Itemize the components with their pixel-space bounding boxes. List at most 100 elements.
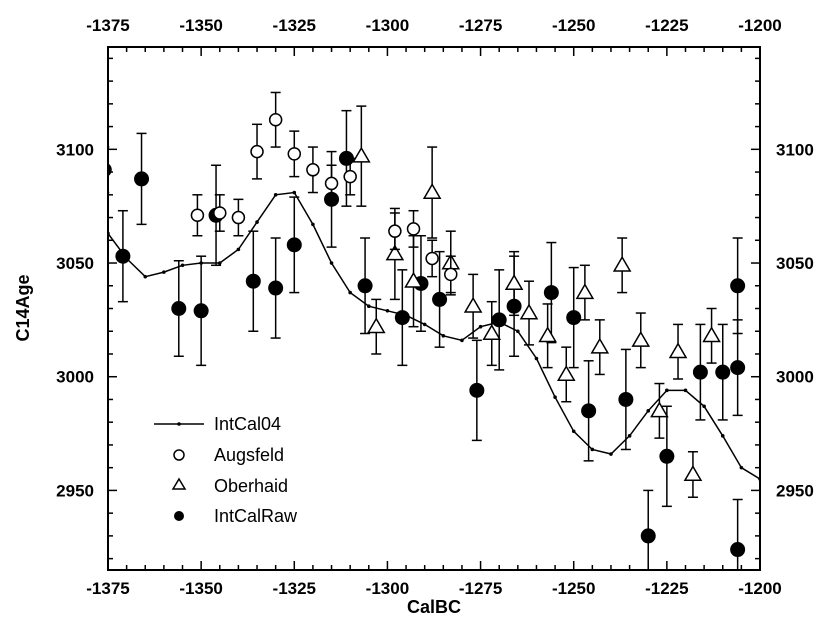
x-tick-label-top: -1300 xyxy=(366,16,409,35)
intcalraw-point xyxy=(268,280,284,296)
oberhaid-point xyxy=(575,283,595,300)
tick-layer: -1375 -1375 -1350 -1350 -1325 -1325 -1300 -1300… xyxy=(56,16,814,598)
intcal04-point xyxy=(609,452,613,456)
legend-item-intcal04: IntCal04 xyxy=(154,414,281,434)
intcalraw-point xyxy=(469,382,485,398)
intcalraw-point xyxy=(543,285,559,301)
augsfeld-point xyxy=(425,251,439,266)
intcal04-point xyxy=(590,447,595,452)
oberhaid-point xyxy=(385,244,405,261)
x-tick-label-bottom: -1225 xyxy=(645,579,688,598)
intcal04-point xyxy=(646,409,651,413)
intcal04-point xyxy=(422,322,427,327)
x-tick-label-top: -1325 xyxy=(273,16,316,35)
intcal04-point xyxy=(534,356,539,361)
intcal04-point xyxy=(553,395,557,399)
intcal04-point xyxy=(665,388,669,393)
intcal04-point xyxy=(777,470,781,474)
oberhaid-point xyxy=(668,342,688,359)
intcal04-point xyxy=(273,193,278,197)
y-tick-label-left: 3000 xyxy=(56,368,94,387)
x-tick-label-bottom: -1275 xyxy=(459,579,502,598)
intcal04-point xyxy=(385,308,390,313)
intcalraw-point xyxy=(394,310,410,326)
oberhaid-point xyxy=(556,364,576,381)
y-tick-label-right: 3100 xyxy=(776,140,814,159)
intcal04-point xyxy=(516,329,520,334)
intcalraw-point xyxy=(581,403,597,419)
intcalraw-point xyxy=(134,171,150,187)
augsfeld-point xyxy=(388,224,402,238)
intcal04-point xyxy=(329,261,334,265)
legend: IntCal04 Augsfeld Oberhaid IntCalRaw xyxy=(154,414,298,526)
augsfeld-point xyxy=(231,210,246,225)
series-layer xyxy=(108,91,781,570)
y-tick-label-left: 2950 xyxy=(56,481,94,500)
y-tick-label-right: 2950 xyxy=(776,481,814,500)
x-tick-label-bottom: -1375 xyxy=(86,579,129,598)
intcal04-point xyxy=(311,222,315,227)
intcalraw-point xyxy=(730,278,746,294)
oberhaid-point xyxy=(352,146,371,163)
x-tick-label-bottom: -1300 xyxy=(366,579,409,598)
intcal04-point xyxy=(441,333,446,338)
oberhaid-point xyxy=(650,401,669,418)
open-triangle-icon xyxy=(171,477,187,490)
intcalraw-point xyxy=(245,273,261,289)
intcal04-point xyxy=(292,190,297,195)
open-circle-icon xyxy=(173,449,185,461)
augsfeld-point xyxy=(444,267,458,282)
intcalraw-point xyxy=(432,291,448,307)
y-tick-label-right: 3000 xyxy=(776,368,814,387)
oberhaid-point xyxy=(422,183,442,200)
x-tick-label-top: -1375 xyxy=(86,16,129,35)
x-tick-label-bottom: -1250 xyxy=(552,579,595,598)
oberhaid-point xyxy=(504,273,524,290)
intcal04-point xyxy=(739,465,744,470)
intcal04-point xyxy=(348,290,352,295)
x-tick-label-top: -1200 xyxy=(738,16,781,35)
y-axis-title: C14Age xyxy=(13,274,33,341)
intcalraw-point xyxy=(108,163,112,177)
intcal04-point xyxy=(367,304,371,309)
legend-label-oberhaid: Oberhaid xyxy=(214,476,288,496)
intcal04-point xyxy=(720,434,725,438)
oberhaid-point xyxy=(631,330,651,347)
x-tick-label-bottom: -1325 xyxy=(273,579,316,598)
intcalraw-point xyxy=(566,310,582,326)
oberhaid-point xyxy=(404,271,423,288)
x-tick-label-top: -1250 xyxy=(552,16,595,35)
x-tick-label-bottom: -1200 xyxy=(738,579,781,598)
intcal04-point xyxy=(702,404,706,409)
y-tick-label-left: 3100 xyxy=(56,140,94,159)
intcalraw-point xyxy=(692,364,708,380)
intcalraw-point xyxy=(193,303,209,319)
y-tick-label-right: 3050 xyxy=(776,254,814,273)
oberhaid-point xyxy=(482,324,502,341)
intcalraw-point xyxy=(171,301,187,316)
x-tick-label-top: -1275 xyxy=(459,16,502,35)
oberhaid-point xyxy=(702,326,721,343)
x-tick-label-top: -1350 xyxy=(179,16,222,35)
x-tick-label-bottom: -1350 xyxy=(179,579,222,598)
intcal04-point xyxy=(162,270,166,274)
legend-item-oberhaid: Oberhaid xyxy=(171,476,288,496)
intcalraw-point xyxy=(730,360,746,376)
intcalraw-point xyxy=(640,528,656,544)
oberhaid-point xyxy=(590,337,610,354)
intcal04-point xyxy=(180,263,185,268)
augsfeld-point xyxy=(287,147,302,161)
intcal04-point xyxy=(460,338,464,343)
intcalraw-point xyxy=(715,364,731,380)
legend-label-augsfeld: Augsfeld xyxy=(214,445,284,465)
intcal04-point xyxy=(217,261,222,265)
intcalraw-point xyxy=(730,542,746,558)
intcalraw-point xyxy=(286,237,302,253)
y-tick-label-left: 3050 xyxy=(56,254,94,273)
oberhaid-point xyxy=(538,326,557,343)
intcal04-point xyxy=(571,429,576,434)
intcalraw-point xyxy=(115,248,131,264)
x-tick-label-top: -1225 xyxy=(645,16,688,35)
oberhaid-point xyxy=(366,317,386,334)
